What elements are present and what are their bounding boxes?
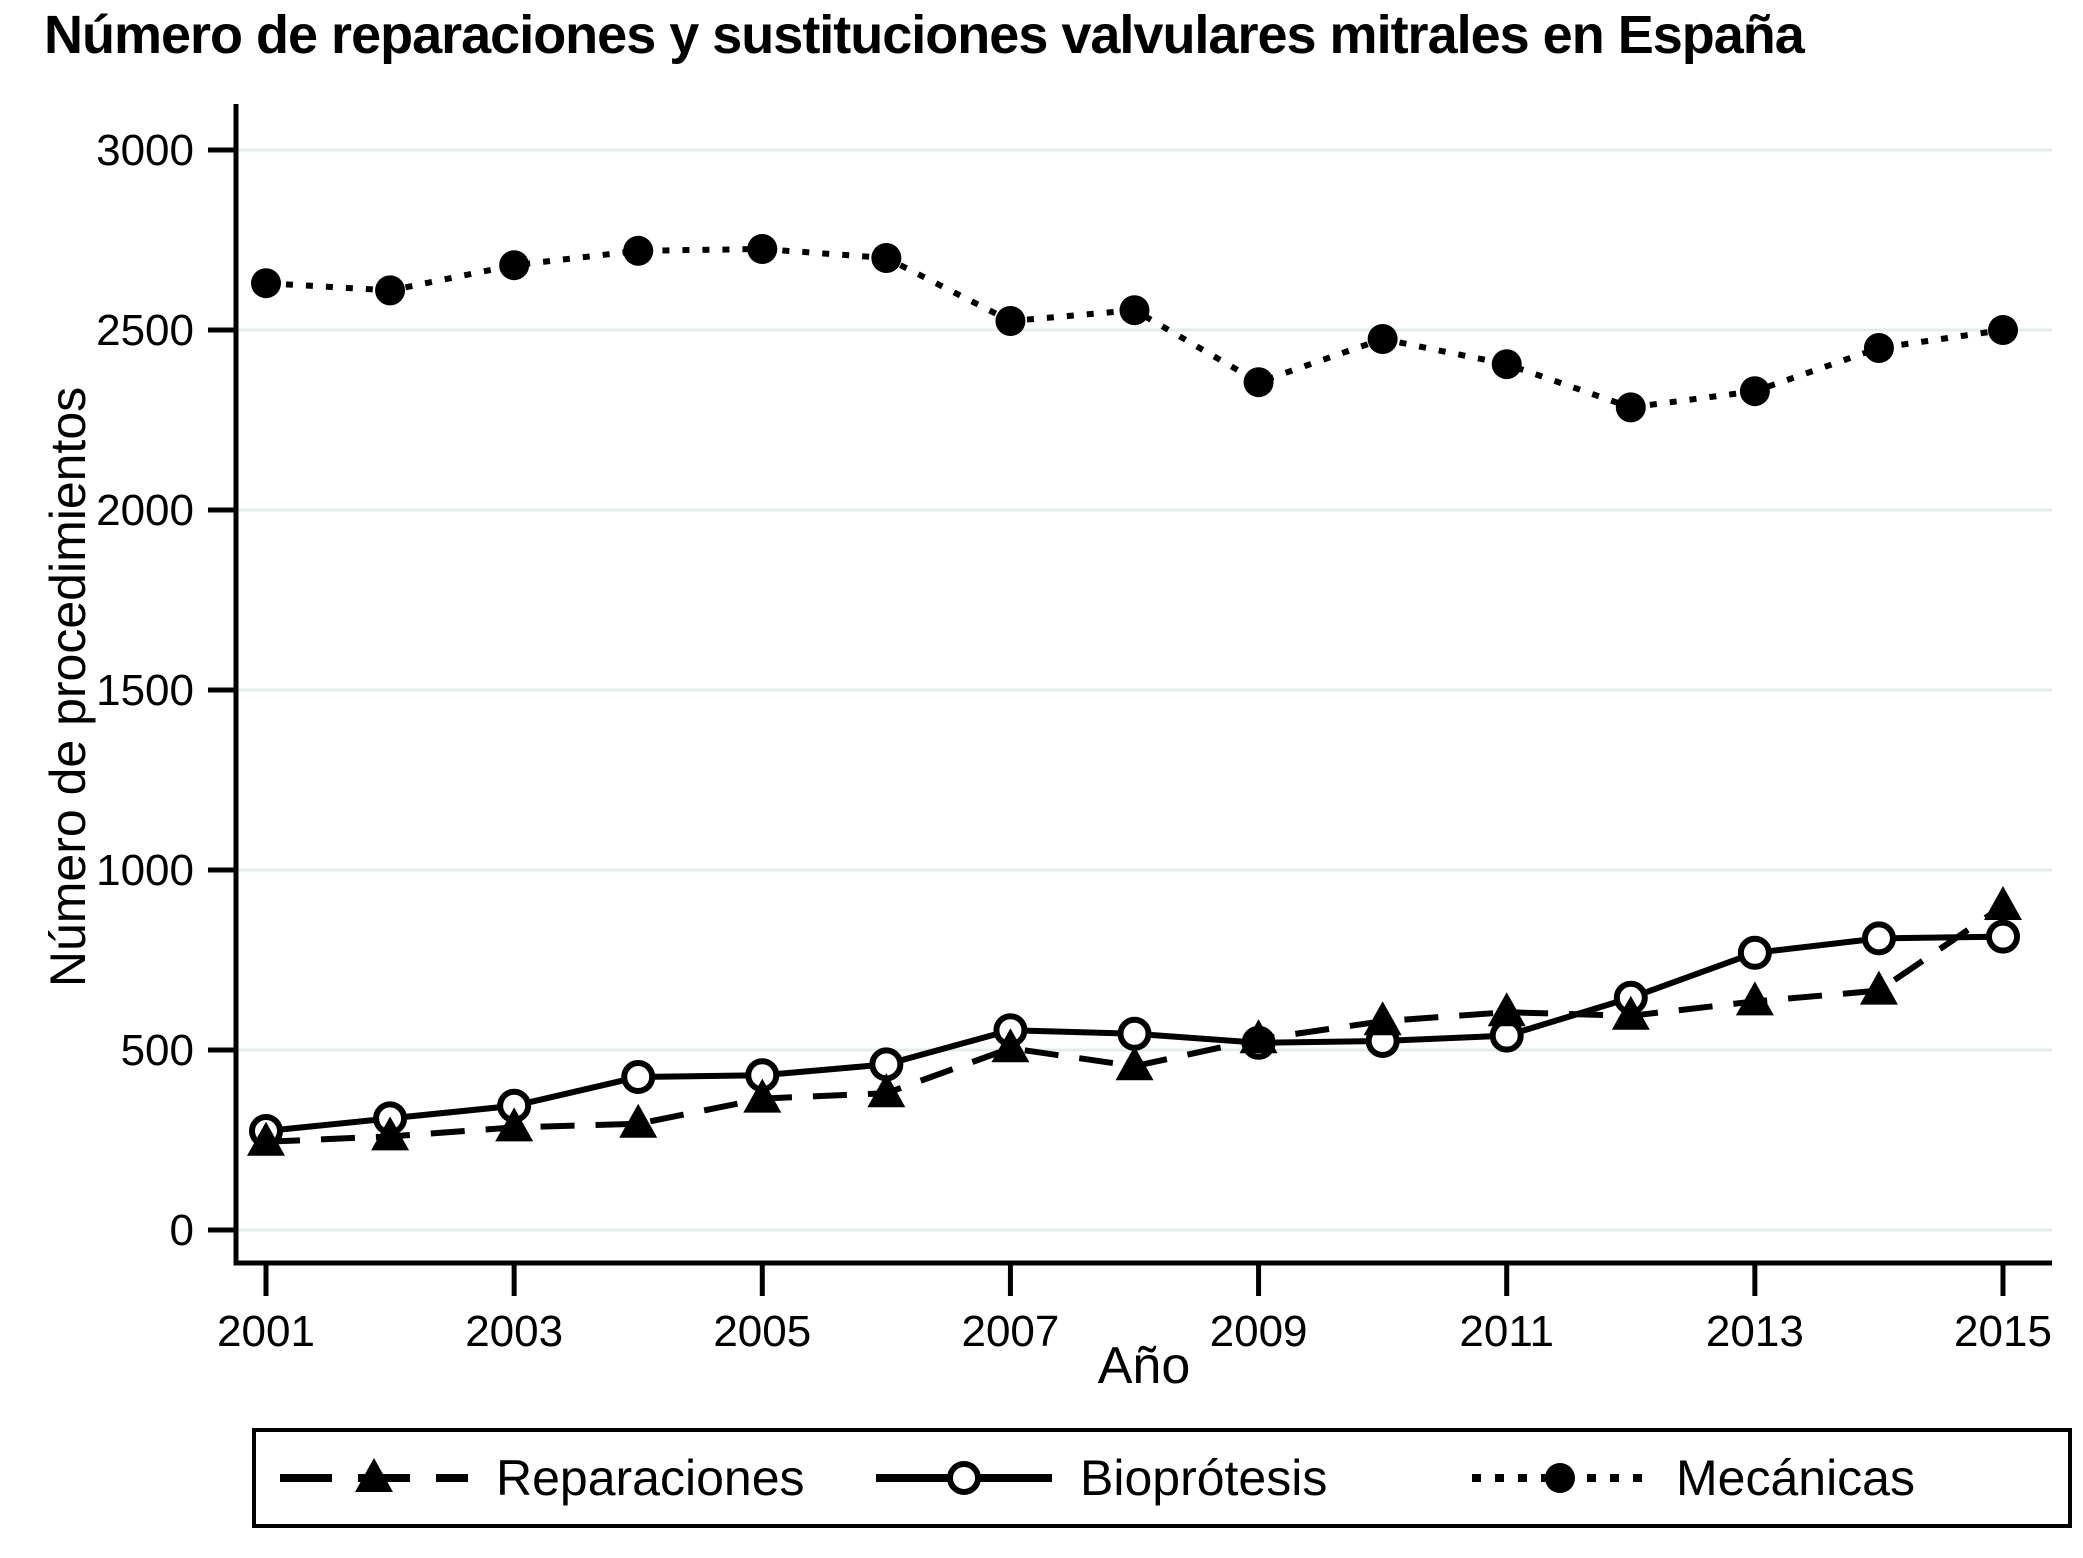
x-axis-title: Año	[1097, 1337, 1191, 1395]
data-point-2008-2555	[1119, 295, 1150, 326]
series-line	[265, 245, 2004, 411]
data-point-2001-2630	[251, 268, 281, 299]
data-point-2011-605	[1487, 992, 1526, 1027]
y-tick-label: 1500	[96, 666, 194, 715]
data-point-2003-285	[495, 1107, 534, 1142]
data-point-2005-2725	[747, 234, 778, 264]
x-tick-label: 2003	[465, 1307, 563, 1356]
x-tick-label: 2001	[217, 1307, 315, 1356]
data-point-2004-425	[621, 1060, 656, 1094]
data-point-2015-815	[1986, 919, 2020, 954]
y-tick-label: 1000	[96, 846, 194, 895]
series-reparaciones	[247, 886, 2022, 1156]
data-point-2003-2680	[499, 250, 530, 281]
data-point-2007-505	[991, 1028, 1030, 1063]
legend: Reparaciones Bioprótesis Mecánicas	[252, 1428, 2072, 1528]
data-point-2005-365	[743, 1078, 782, 1113]
legend-entry-mecanicas: Mecánicas	[1470, 1449, 2066, 1507]
data-point-2011-2405	[1491, 349, 1522, 380]
plot-area: 0 500 1000 1500 2000 2500 3000 2001 2003 2005 2007…	[96, 104, 2052, 1356]
data-point-2002-2610	[375, 275, 406, 306]
data-point-2008-545	[1117, 1016, 1152, 1051]
solid-open-circle-legend-icon	[876, 1461, 1052, 1495]
data-point-2002-260	[371, 1116, 410, 1151]
legend-marker-open-circle	[947, 1461, 981, 1495]
data-point-2006-2700	[871, 243, 902, 273]
data-point-2014-810	[1861, 921, 1896, 956]
data-point-2012-595	[1611, 995, 1650, 1030]
data-point-2010-2475	[1367, 324, 1398, 354]
x-tick-label: 2013	[1706, 1307, 1804, 1356]
data-point-2007-2525	[995, 306, 1026, 336]
data-point-2014-2450	[1863, 333, 1894, 363]
data-point-2004-295	[619, 1103, 658, 1138]
legend-marker-filled-triangle	[355, 1458, 393, 1492]
x-tick-label: 2015	[1954, 1307, 2052, 1356]
legend-label: Mecánicas	[1676, 1450, 1915, 1506]
data-point-2014-665	[1859, 970, 1898, 1005]
y-tick-label: 2500	[96, 306, 194, 355]
x-tick-label: 2009	[1210, 1307, 1308, 1356]
legend-label: Bioprótesis	[1080, 1450, 1328, 1506]
data-point-2015-2500	[1988, 315, 2018, 345]
x-tick-label: 2005	[713, 1307, 811, 1356]
series-mecanicas	[251, 234, 2018, 423]
dashed-triangle-legend-icon	[280, 1458, 468, 1492]
y-tick-label: 3000	[96, 126, 194, 175]
dotted-filled-circle-legend-icon	[1472, 1463, 1648, 1493]
data-point-2015-900	[1984, 886, 2022, 920]
x-tick-label: 2011	[1459, 1307, 1554, 1356]
y-tick-label: 500	[121, 1026, 194, 1075]
data-point-2006-380	[867, 1073, 906, 1108]
y-tick-label: 0	[170, 1206, 194, 1255]
data-point-2004-2720	[623, 235, 654, 266]
legend-entry-reparaciones: Reparaciones	[278, 1449, 874, 1507]
data-point-2013-635	[1735, 981, 1774, 1016]
data-point-2001-245	[247, 1121, 285, 1156]
series-bioprotesis	[249, 919, 2020, 1148]
x-tick-label: 2007	[961, 1307, 1059, 1356]
y-tick-label: 2000	[96, 486, 194, 535]
data-point-2013-770	[1737, 935, 1772, 970]
legend-label: Reparaciones	[496, 1450, 805, 1506]
data-point-2008-455	[1115, 1046, 1154, 1081]
legend-entry-bioprotesis: Bioprótesis	[874, 1449, 1470, 1507]
data-point-2013-2330	[1739, 376, 1770, 407]
data-point-2009-530	[1239, 1019, 1278, 1054]
data-point-2009-2355	[1243, 367, 1274, 398]
data-point-2012-2285	[1615, 392, 1646, 423]
legend-marker-filled-circle	[1545, 1463, 1575, 1493]
data-point-2010-580	[1363, 1001, 1402, 1036]
chart-title: Número de reparaciones y sustituciones v…	[44, 5, 1805, 65]
